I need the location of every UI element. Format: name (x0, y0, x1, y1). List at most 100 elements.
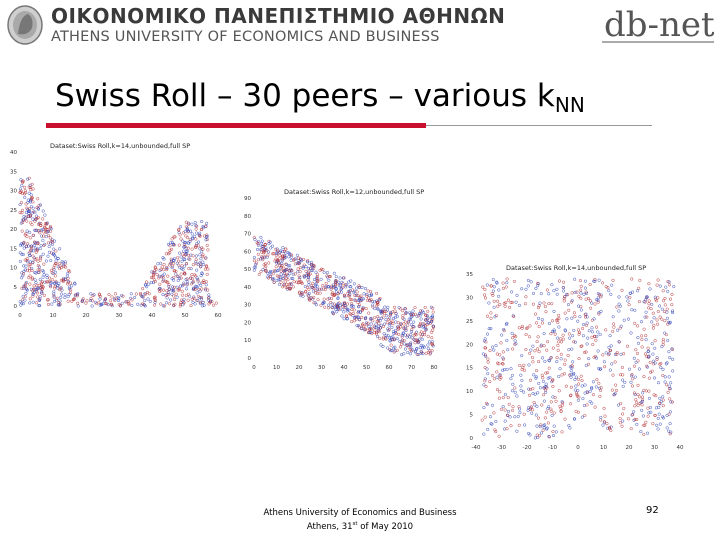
scatter-point (534, 413, 538, 417)
scatter-plot-2: Dataset:Swiss Roll,k=12,unbounded,full S… (238, 186, 442, 372)
scatter-point (73, 293, 77, 297)
scatter-point (391, 338, 395, 342)
scatter-point (642, 423, 646, 427)
scatter-point (279, 269, 283, 273)
scatter-point (189, 229, 193, 233)
page-number: 92 (646, 505, 659, 516)
scatter-point (182, 257, 186, 261)
scatter-point (321, 300, 325, 304)
scatter-point (298, 257, 302, 261)
scatter-point (275, 274, 279, 278)
scatter-point (298, 270, 302, 274)
scatter-point (39, 244, 43, 248)
scatter-point (550, 283, 554, 287)
scatter-point (185, 228, 189, 232)
scatter-point (181, 231, 186, 235)
scatter-point (25, 287, 29, 291)
scatter-point (21, 302, 25, 306)
scatter-point (61, 261, 65, 265)
scatter-point (52, 299, 56, 304)
scatter-point (149, 275, 154, 279)
scatter-point (621, 384, 625, 388)
scatter-point (288, 253, 292, 257)
scatter-point (190, 222, 194, 226)
scatter-point (172, 243, 176, 247)
scatter-point (273, 268, 277, 273)
scatter-point (414, 349, 418, 353)
scatter-point (405, 335, 409, 339)
scatter-point (527, 335, 532, 339)
scatter-point (27, 263, 31, 267)
scatter-point (316, 288, 320, 292)
scatter-point (495, 280, 499, 284)
scatter-point (497, 288, 501, 292)
scatter-point (194, 224, 198, 228)
scatter-point (400, 340, 404, 344)
scatter-point (660, 317, 664, 321)
scatter-point (644, 334, 648, 338)
scatter-point (369, 293, 374, 297)
scatter-point (363, 287, 368, 291)
scatter-point (402, 339, 406, 343)
scatter-point (485, 332, 490, 336)
scatter-point (633, 308, 637, 312)
scatter-point (30, 266, 34, 270)
scatter-point (494, 430, 498, 434)
scatter-point (290, 276, 294, 280)
scatter-point (423, 318, 428, 322)
scatter-point (277, 274, 281, 278)
scatter-point (334, 275, 338, 279)
scatter-point (76, 304, 80, 308)
scatter-point (505, 277, 509, 281)
scatter-point (194, 237, 198, 241)
scatter-point (510, 300, 514, 304)
scatter-point (333, 293, 337, 297)
scatter-point (25, 257, 29, 261)
scatter-point (197, 240, 201, 244)
scatter-point (658, 304, 662, 308)
scatter-point (59, 278, 63, 282)
scatter-point (29, 193, 33, 197)
scatter-point (345, 309, 349, 313)
scatter-point (185, 283, 189, 287)
scatter-point (198, 301, 202, 305)
scatter-point (588, 389, 592, 393)
scatter-point (289, 255, 294, 259)
scatter-point (188, 239, 192, 243)
scatter-point (184, 234, 188, 238)
scatter-point (29, 248, 33, 252)
scatter-point (127, 301, 131, 305)
scatter-point (616, 403, 621, 407)
scatter-point (338, 276, 342, 280)
scatter-point (21, 180, 25, 185)
scatter-point (42, 262, 46, 266)
scatter-point (205, 234, 209, 238)
scatter-point (189, 276, 193, 280)
scatter-point (293, 272, 297, 276)
scatter-point (167, 288, 171, 292)
scatter-point (608, 334, 612, 338)
scatter-point (499, 341, 503, 345)
scatter-point (50, 271, 54, 275)
scatter-point (536, 316, 541, 320)
scatter-point (334, 279, 338, 283)
scatter-point (295, 262, 299, 266)
scatter-point (199, 257, 203, 261)
scatter-point (573, 277, 577, 281)
scatter-point (581, 322, 586, 327)
scatter-point (38, 304, 42, 308)
scatter-point (579, 288, 583, 292)
scatter-point (321, 283, 325, 288)
scatter-point (642, 432, 646, 436)
scatter-point (287, 255, 291, 259)
scatter-point (557, 317, 561, 321)
scatter-point (656, 278, 660, 282)
scatter-point (19, 189, 23, 193)
scatter-point (662, 310, 667, 314)
scatter-point (426, 334, 430, 338)
scatter-point (401, 332, 405, 336)
scatter-point (162, 262, 166, 266)
scatter-point (430, 342, 434, 346)
scatter-point (28, 207, 32, 211)
scatter-point (619, 324, 623, 328)
